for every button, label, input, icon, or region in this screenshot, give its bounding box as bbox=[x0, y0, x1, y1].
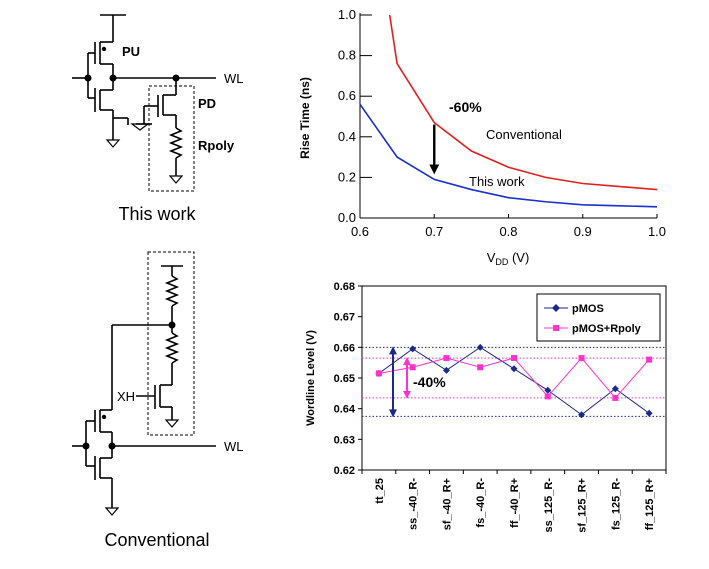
wordline-y-tick-label: 0.65 bbox=[334, 373, 355, 385]
pmos-point bbox=[442, 366, 450, 374]
rise-time-y-tick-label: 0.8 bbox=[338, 48, 356, 63]
label-pu: PU bbox=[122, 44, 140, 59]
wordline-y-tick-label: 0.68 bbox=[334, 281, 355, 293]
legend-pmos-rpoly: pMOS+Rpoly bbox=[572, 323, 642, 335]
rise-time-x-tick-label: 0.9 bbox=[574, 224, 592, 239]
wordline-y-tick-label: 0.62 bbox=[334, 465, 355, 477]
pmos-point bbox=[409, 345, 417, 353]
wordline-level-chart: Wordline Level (V) pMOS pMOS+Rpoly 0.68 0… bbox=[305, 281, 667, 533]
pmos-rpoly-point bbox=[375, 370, 382, 377]
resistor-divider-box bbox=[147, 251, 195, 436]
label-wl-top: WL bbox=[224, 71, 244, 86]
pmos-point bbox=[578, 411, 586, 419]
wordline-x-tick-label: fs_125_R- bbox=[610, 478, 622, 530]
schematic-conventional: XH WL Conventional bbox=[72, 251, 244, 550]
conventional-series-line bbox=[388, 14, 658, 191]
rise-time-y-axis-label: Rise Time (ns) bbox=[298, 77, 312, 159]
rise-time-reduction-label: -60% bbox=[449, 99, 482, 115]
pmos-rpoly-range-arrow-head bbox=[403, 357, 411, 366]
label-xh: XH bbox=[117, 389, 135, 404]
rise-time-x-axis-label: VDD (V) bbox=[487, 250, 530, 267]
rise-time-chart: Rise Time (ns) VDD (V) 0.0 0.2 0.4 0.6 0.8 1.… bbox=[298, 7, 666, 267]
pmos-rpoly-point bbox=[612, 394, 619, 401]
label-rpoly: Rpoly bbox=[198, 138, 235, 153]
rise-time-x-tick-label: 0.8 bbox=[499, 224, 517, 239]
legend-pmos-marker bbox=[552, 304, 560, 312]
conventional-series-label: Conventional bbox=[486, 127, 562, 142]
wordline-reduction-label: -40% bbox=[413, 374, 446, 390]
caption-conventional: Conventional bbox=[104, 530, 209, 550]
wordline-y-tick-label: 0.66 bbox=[334, 342, 355, 354]
pmos-rpoly-point bbox=[443, 355, 450, 362]
legend-pmos: pMOS bbox=[572, 303, 604, 315]
wordline-y-axis-label: Wordline Level (V) bbox=[305, 330, 317, 426]
rise-time-y-tick-label: 1.0 bbox=[338, 7, 356, 22]
wordline-x-tick-label: fs_-40_R- bbox=[475, 478, 487, 528]
pmos-range-arrow-head bbox=[389, 409, 397, 418]
rise-time-y-tick-label: 0.4 bbox=[338, 129, 356, 144]
pmos-range-arrow-head bbox=[389, 346, 397, 355]
rise-time-y-tick-label: 0.0 bbox=[338, 210, 356, 225]
legend-pmos-rpoly-marker bbox=[553, 325, 559, 331]
label-pd: PD bbox=[198, 96, 216, 111]
rise-time-x-tick-label: 1.0 bbox=[648, 224, 666, 239]
pmos-rpoly-point bbox=[511, 355, 517, 362]
label-wl-bottom: WL bbox=[224, 439, 244, 454]
pmos-rpoly-point bbox=[409, 364, 416, 371]
caption-this-work: This work bbox=[118, 204, 196, 224]
this-work-series-label: This work bbox=[469, 174, 525, 189]
pmos-rpoly-point bbox=[544, 393, 551, 400]
wordline-y-tick-label: 0.63 bbox=[334, 434, 355, 446]
wordline-y-tick-label: 0.67 bbox=[334, 312, 355, 324]
pmos-point bbox=[645, 409, 653, 417]
wordline-x-tick-label: ss_125_R- bbox=[543, 478, 555, 533]
schematic-this-work: PU WL PD bbox=[72, 14, 244, 224]
wordline-x-tick-label: ff_125_R+ bbox=[644, 478, 656, 530]
rise-time-x-tick-label: 0.6 bbox=[351, 224, 369, 239]
pmos-point bbox=[611, 385, 619, 393]
pmos-point bbox=[510, 365, 518, 373]
pmos-point bbox=[544, 386, 552, 394]
pd-rpoly-box bbox=[148, 85, 195, 192]
wordline-x-tick-label: sf_-40_R+ bbox=[441, 478, 453, 530]
wordline-x-tick-label: tt_25 bbox=[374, 478, 386, 504]
rise-time-x-tick-label: 0.7 bbox=[425, 224, 443, 239]
rise-time-y-tick-label: 0.2 bbox=[338, 169, 356, 184]
pmos-rpoly-point bbox=[578, 355, 585, 362]
pmos-point bbox=[476, 343, 484, 351]
rise-time-y-tick-label: 0.6 bbox=[338, 88, 356, 103]
wordline-x-tick-label: sf_125_R+ bbox=[577, 478, 589, 533]
pmos-rpoly-point bbox=[646, 356, 653, 363]
wordline-x-tick-label: ff_-40_R+ bbox=[509, 478, 521, 528]
wordline-x-tick-label: ss_-40_R- bbox=[408, 478, 420, 530]
this-work-series-line bbox=[359, 103, 658, 208]
pmos-rpoly-range-arrow-head bbox=[403, 390, 411, 399]
legend: pMOS pMOS+Rpoly bbox=[536, 293, 661, 342]
wordline-y-tick-label: 0.64 bbox=[334, 404, 356, 416]
pmos-rpoly-point bbox=[477, 364, 484, 371]
